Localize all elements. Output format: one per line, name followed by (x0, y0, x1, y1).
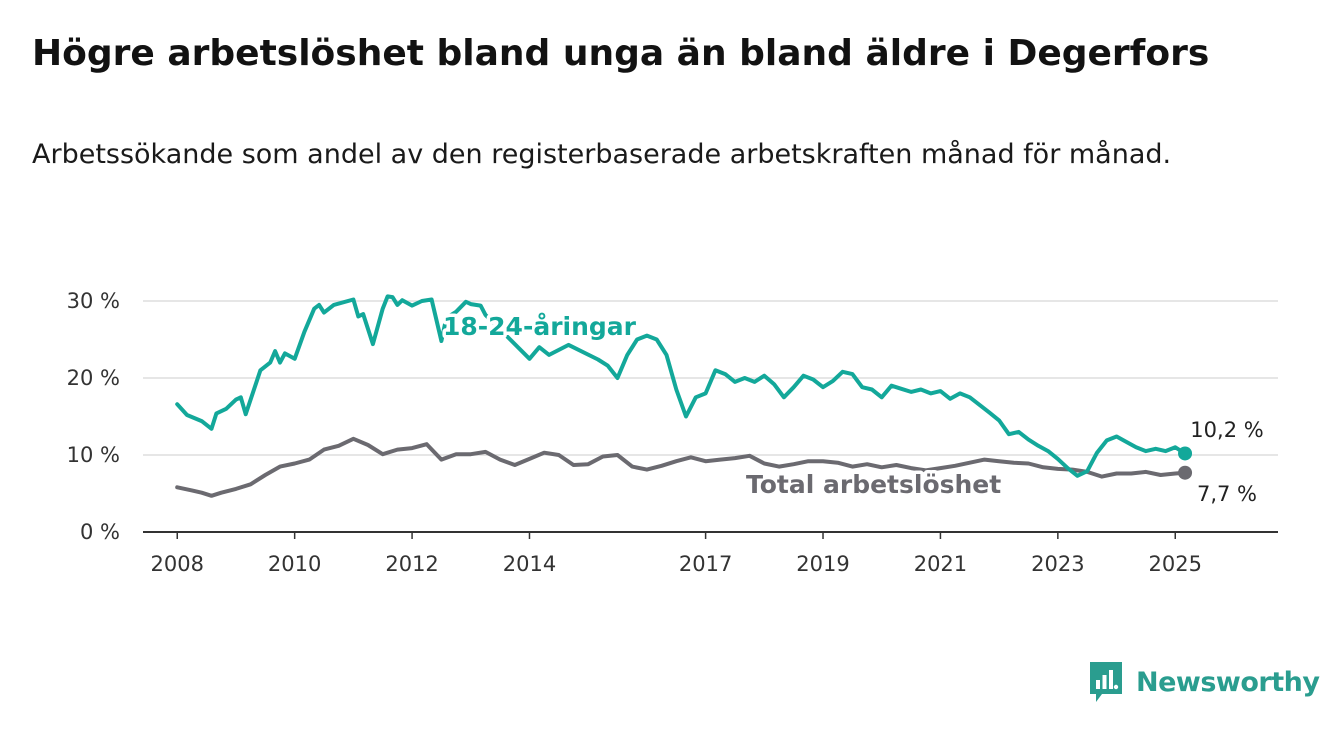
series-label-total: Total arbetslöshet (746, 470, 1001, 499)
x-tick-label: 2023 (1031, 552, 1084, 576)
x-tick-label: 2010 (268, 552, 321, 576)
x-tick-label: 2025 (1149, 552, 1202, 576)
series-lines (175, 294, 1193, 498)
series-labels: 18-24-åringar Total arbetslöshet 10,2 % 7,7… (440, 309, 1264, 507)
x-tick-label: 2021 (914, 552, 967, 576)
x-axis-ticks: 2008 2010 2012 2014 2017 2019 2021 2023 2025 (143, 531, 1278, 576)
newsworthy-logo: Newsworthy (1088, 660, 1320, 704)
x-tick-label: 2017 (679, 552, 732, 576)
x-tick-label: 2012 (385, 552, 438, 576)
x-tick-label: 2019 (796, 552, 849, 576)
y-tick-label: 20 % (67, 366, 120, 390)
series-line-total (175, 436, 1187, 498)
x-tick-label: 2014 (503, 552, 556, 576)
end-value-youth: 10,2 % (1190, 418, 1263, 442)
end-point-youth (1178, 446, 1193, 461)
y-tick-label: 0 % (80, 520, 120, 544)
end-point-total (1178, 465, 1193, 480)
brand-name: Newsworthy (1136, 666, 1320, 698)
y-tick-label: 30 % (67, 289, 120, 313)
x-tick-label: 2008 (151, 552, 204, 576)
chart-subtitle: Arbetssökande som andel av den registerb… (32, 139, 1172, 170)
chart-title: Högre arbetslöshet bland unga än bland ä… (32, 33, 1210, 74)
y-tick-label: 10 % (67, 443, 120, 467)
newsworthy-logo-icon (1090, 662, 1122, 702)
y-axis-ticks: 0 % 10 % 20 % 30 % (67, 289, 120, 544)
series-label-youth: 18-24-åringar (443, 312, 637, 341)
series-line-youth (175, 294, 1187, 478)
end-value-total: 7,7 % (1197, 482, 1257, 506)
